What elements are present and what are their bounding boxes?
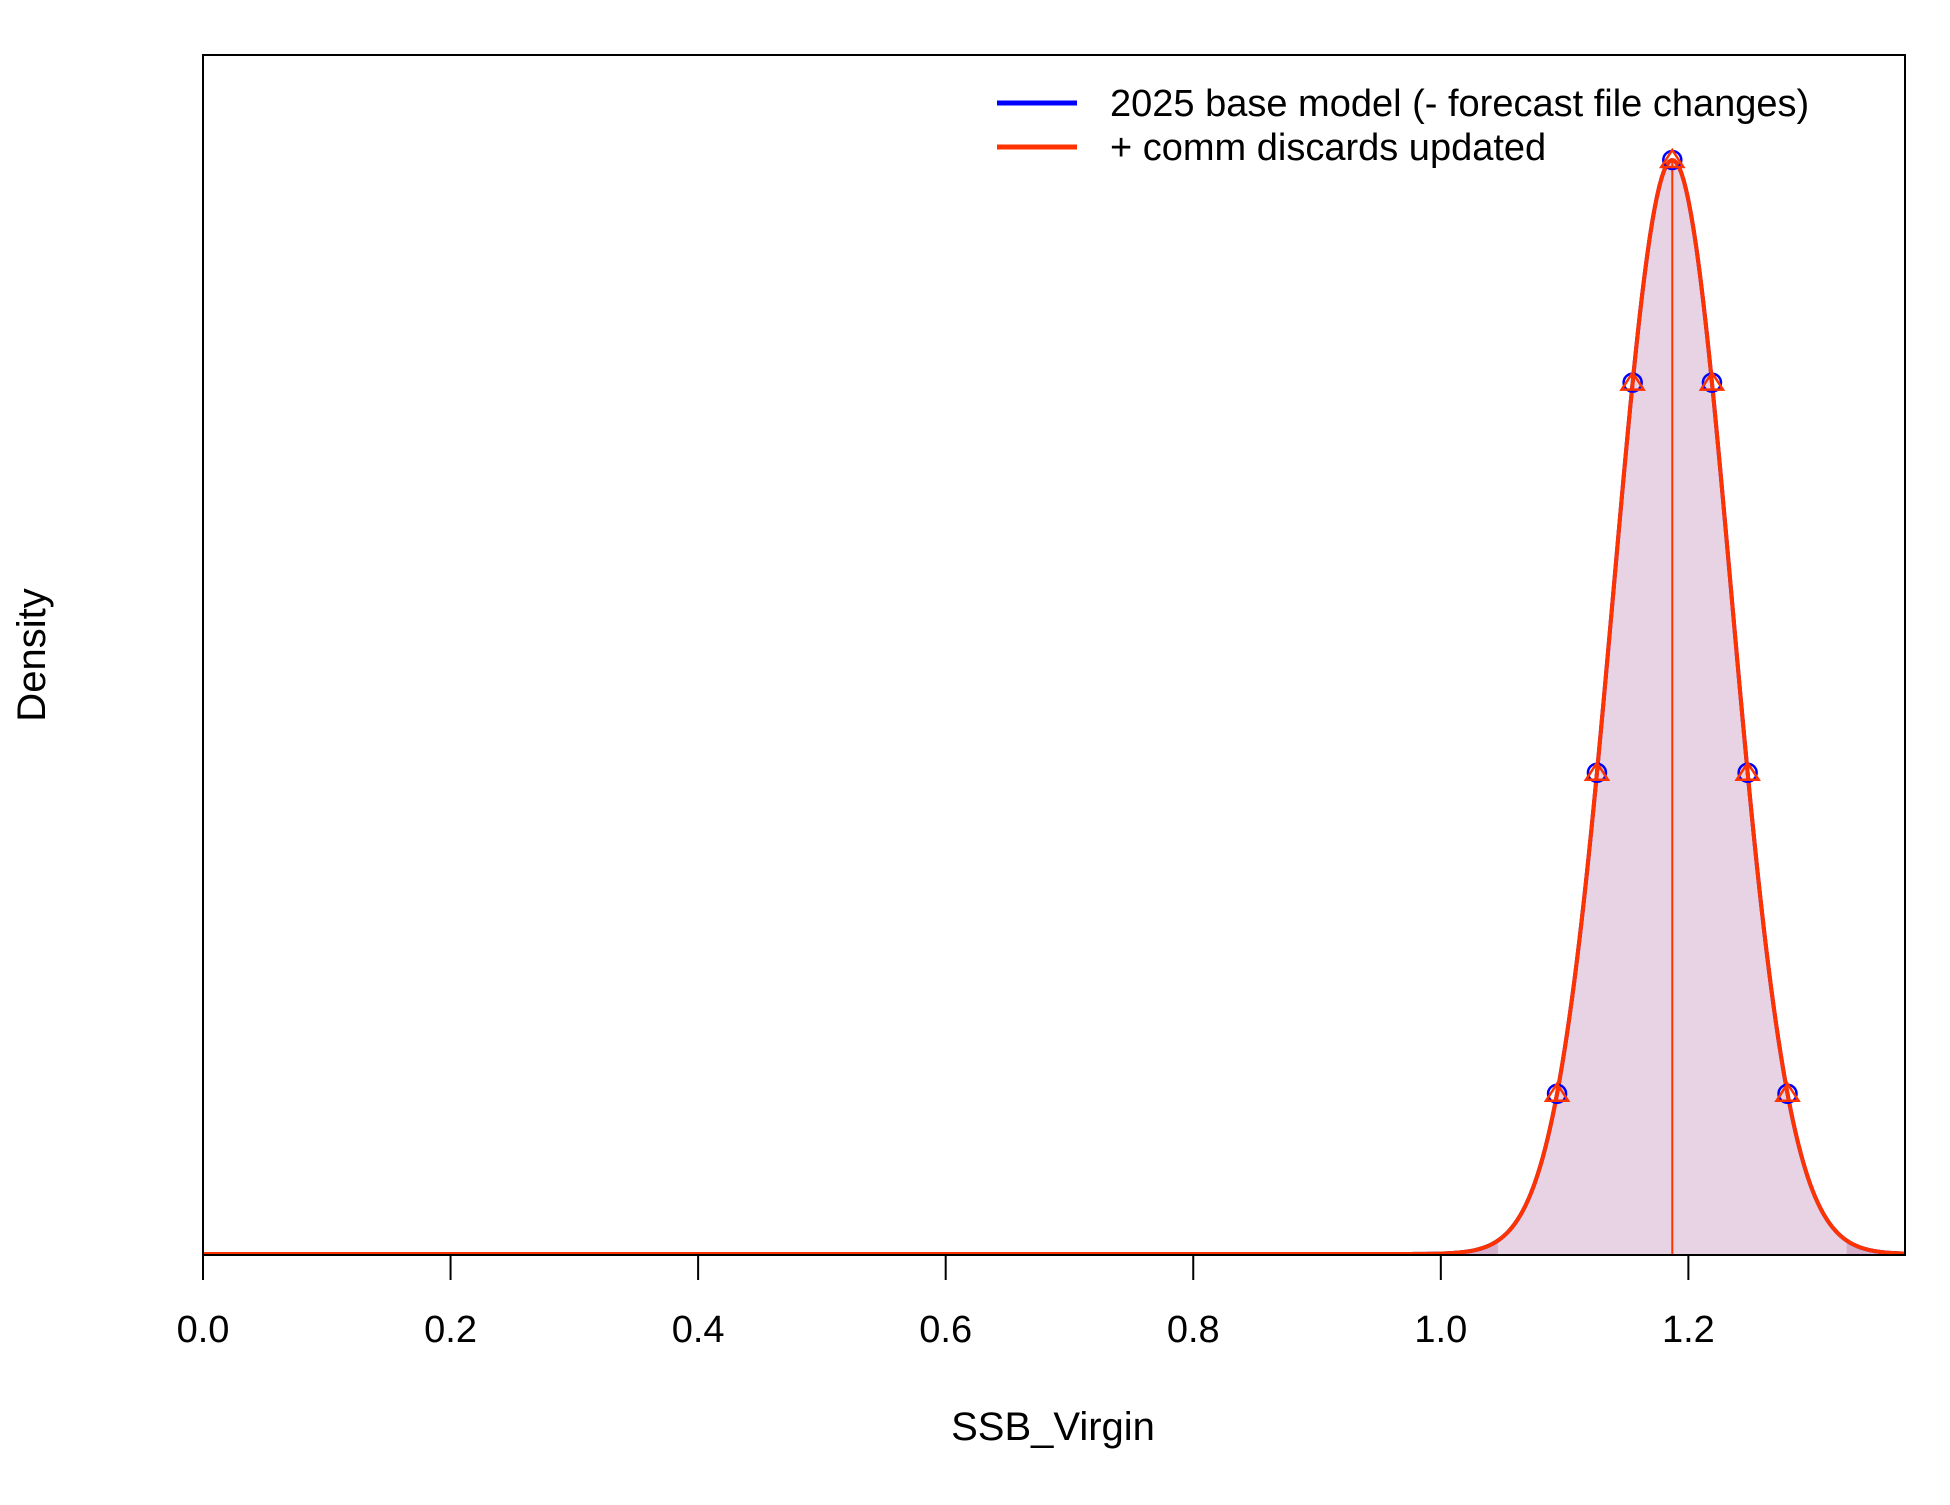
x-tick-label: 0.8 <box>1167 1309 1220 1351</box>
quantile-marker-triangle <box>1583 760 1611 782</box>
x-axis: 0.0 0.2 0.4 0.6 0.8 1.0 1.2 <box>177 1254 1715 1351</box>
y-axis-label: Density <box>10 588 54 721</box>
x-tick-label: 0.6 <box>919 1309 972 1351</box>
legend-label: 2025 base model (- forecast file changes… <box>1110 83 1809 125</box>
x-tick-label: 0.0 <box>177 1309 230 1351</box>
legend-label: + comm discards updated <box>1110 127 1546 169</box>
quantile-marker-triangle <box>1774 1081 1801 1102</box>
quantile-marker-triangle <box>1698 370 1726 391</box>
x-tick-label: 0.4 <box>672 1309 725 1351</box>
density-fill-group <box>203 160 1905 1254</box>
x-axis-label: SSB_Virgin <box>951 1405 1155 1449</box>
quantile-marker-triangle <box>1543 1081 1571 1102</box>
quantile-marker-triangle <box>1734 760 1761 782</box>
quantile-marker-group <box>1543 147 1801 1104</box>
x-tick-label: 1.2 <box>1662 1309 1715 1351</box>
legend: 2025 base model (- forecast file changes… <box>997 83 1809 169</box>
quantile-marker-triangle <box>1619 370 1646 391</box>
quantile-marker-triangle <box>1658 147 1686 169</box>
x-tick-label: 0.2 <box>424 1309 477 1351</box>
x-tick-label: 1.0 <box>1414 1309 1467 1351</box>
